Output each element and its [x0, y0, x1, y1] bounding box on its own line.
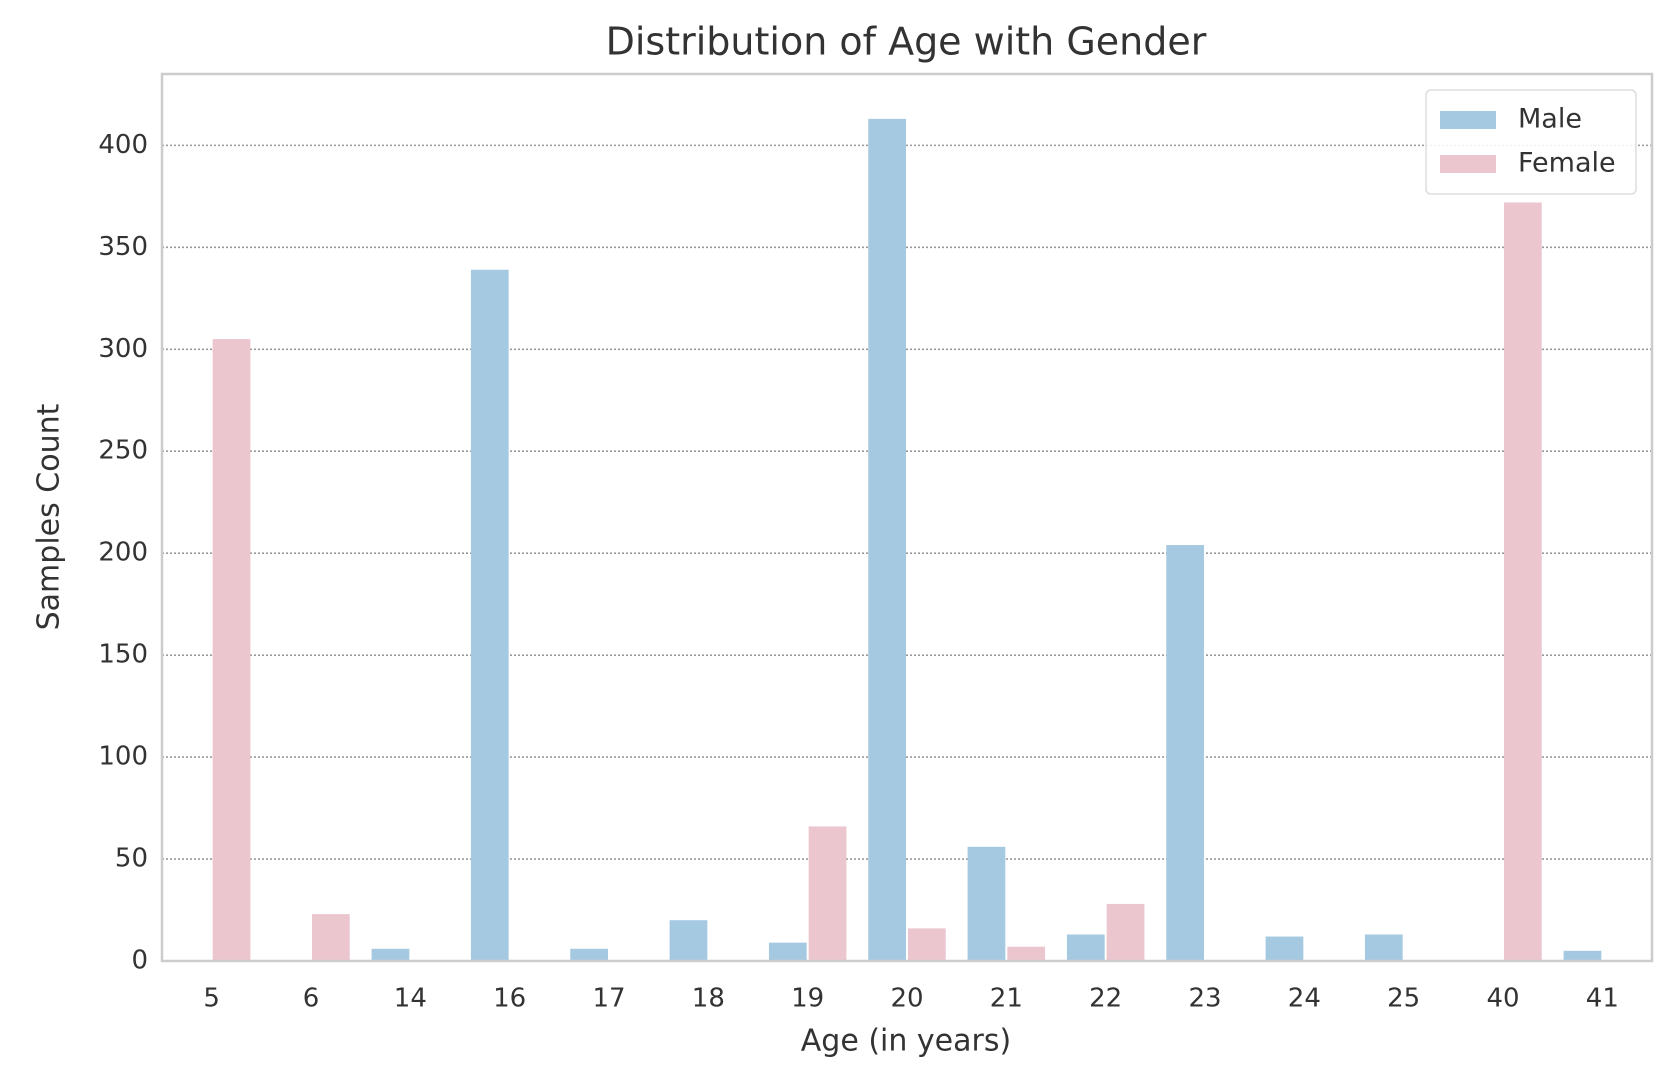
y-tick-label: 0 — [131, 946, 148, 976]
bar — [1007, 946, 1046, 961]
bar — [1166, 545, 1204, 961]
x-tick-label: 14 — [394, 984, 427, 1014]
bar — [312, 914, 350, 961]
bar — [371, 948, 410, 961]
x-tick-label: 25 — [1387, 984, 1420, 1014]
bar — [768, 942, 807, 961]
bar — [212, 339, 251, 962]
x-tick-label: 20 — [890, 984, 923, 1014]
y-tick-label: 300 — [98, 334, 148, 364]
x-tick-label: 18 — [692, 984, 725, 1014]
x-tick-label: 6 — [303, 984, 320, 1014]
legend-swatch — [1440, 111, 1496, 129]
x-tick-label: 17 — [592, 984, 625, 1014]
y-tick-label: 50 — [115, 844, 148, 874]
bar — [570, 948, 608, 961]
y-tick-label: 200 — [98, 538, 148, 568]
bar — [868, 118, 906, 962]
bar — [1563, 950, 1602, 961]
y-tick-label: 350 — [98, 232, 148, 262]
x-tick-label: 40 — [1486, 984, 1519, 1014]
y-tick-label: 400 — [98, 130, 148, 160]
bar — [1106, 903, 1145, 961]
x-tick-label: 16 — [493, 984, 526, 1014]
legend-label: Female — [1518, 148, 1616, 179]
bar — [1066, 934, 1105, 961]
x-tick-label: 23 — [1188, 984, 1221, 1014]
x-axis-label: Age (in years) — [801, 1024, 1011, 1059]
bar — [1265, 936, 1304, 961]
bar — [808, 826, 847, 961]
x-tick-label: 22 — [1089, 984, 1122, 1014]
x-tick-label: 19 — [791, 984, 824, 1014]
x-tick-label: 5 — [203, 984, 220, 1014]
y-tick-label: 150 — [98, 640, 148, 670]
bar — [908, 928, 946, 961]
bar — [1504, 202, 1542, 962]
x-tick-label: 21 — [990, 984, 1023, 1014]
y-axis-label: Samples Count — [32, 403, 67, 630]
legend-swatch — [1440, 155, 1496, 173]
legend-label: Male — [1518, 104, 1582, 135]
x-tick-label: 41 — [1586, 984, 1619, 1014]
y-tick-label: 100 — [98, 742, 148, 772]
bar — [1364, 934, 1403, 961]
bar — [470, 269, 509, 961]
plot-frame — [160, 72, 1654, 963]
bar — [669, 920, 708, 961]
chart-title: Distribution of Age with Gender — [606, 20, 1207, 64]
x-tick-label: 24 — [1288, 984, 1321, 1014]
bar — [967, 846, 1006, 961]
y-tick-label: 250 — [98, 436, 148, 466]
